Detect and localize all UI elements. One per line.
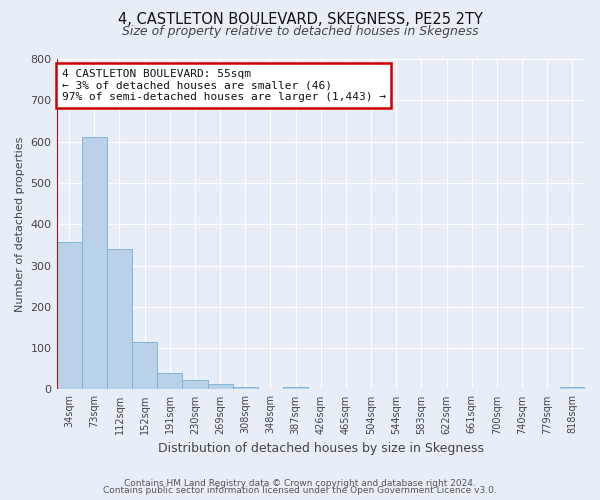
Bar (56, 242, 82, 390)
Text: Contains public sector information licensed under the Open Government Licence v3: Contains public sector information licen… (103, 486, 497, 495)
Text: Contains HM Land Registry data © Crown copyright and database right 2024.: Contains HM Land Registry data © Crown c… (124, 478, 476, 488)
Bar (208, 384, 233, 390)
Bar (107, 249, 132, 390)
Text: 4 CASTLETON BOULEVARD: 55sqm
← 3% of detached houses are smaller (46)
97% of sem: 4 CASTLETON BOULEVARD: 55sqm ← 3% of det… (62, 69, 386, 102)
Text: 4, CASTLETON BOULEVARD, SKEGNESS, PE25 2TY: 4, CASTLETON BOULEVARD, SKEGNESS, PE25 2… (118, 12, 482, 28)
Text: Size of property relative to detached houses in Skegness: Size of property relative to detached ho… (122, 25, 478, 38)
Bar (157, 373, 182, 390)
Bar (82, 137, 107, 390)
Bar (233, 388, 258, 390)
Bar (283, 388, 308, 390)
X-axis label: Distribution of detached houses by size in Skegness: Distribution of detached houses by size … (158, 442, 484, 455)
Bar (182, 380, 208, 390)
Bar (132, 342, 157, 390)
Bar (560, 388, 585, 390)
Y-axis label: Number of detached properties: Number of detached properties (15, 136, 25, 312)
